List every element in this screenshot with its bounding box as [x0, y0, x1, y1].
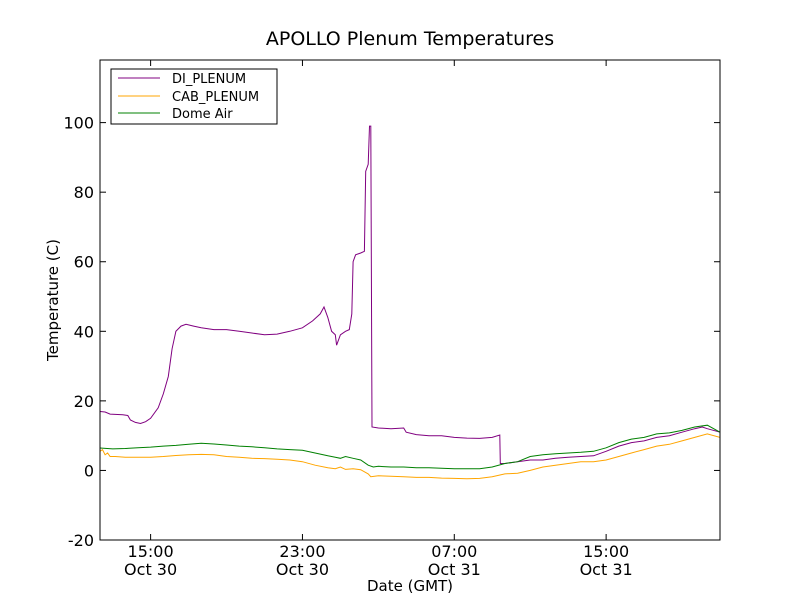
chart-title: APOLLO Plenum Temperatures — [266, 28, 554, 50]
x-tick-label-time: 15:00 — [128, 542, 174, 561]
legend-label-cab-plenum: CAB_PLENUM — [172, 90, 259, 105]
y-tick-label: 100 — [63, 114, 94, 133]
series-line-di-plenum — [100, 125, 720, 464]
series-line-dome-air — [100, 424, 720, 470]
legend: DI_PLENUM CAB_PLENUM Dome Air — [110, 68, 278, 125]
x-tick-label-date: Oct 30 — [276, 560, 329, 579]
x-tick-label-date: Oct 30 — [124, 560, 177, 579]
plot-area-frame — [99, 59, 721, 541]
y-tick-label: 60 — [74, 253, 94, 272]
y-tick-label: 80 — [74, 183, 94, 202]
x-tick-label-date: Oct 31 — [428, 560, 481, 579]
y-tick-label: 40 — [74, 322, 94, 341]
x-tick-label-time: 23:00 — [279, 542, 325, 561]
legend-label-di-plenum: DI_PLENUM — [172, 72, 246, 87]
x-axis-label: Date (GMT) — [367, 577, 453, 595]
y-axis-label: Temperature (C) — [44, 239, 62, 362]
y-tick-label: -20 — [68, 531, 94, 550]
x-tick-label-date: Oct 31 — [580, 560, 633, 579]
x-tick-label-time: 07:00 — [431, 542, 477, 561]
series-line-cab-plenum — [100, 433, 720, 480]
x-tick-label-time: 15:00 — [583, 542, 629, 561]
legend-label-dome-air: Dome Air — [172, 107, 233, 122]
y-tick-label: 20 — [74, 392, 94, 411]
y-tick-label: 0 — [84, 461, 94, 480]
